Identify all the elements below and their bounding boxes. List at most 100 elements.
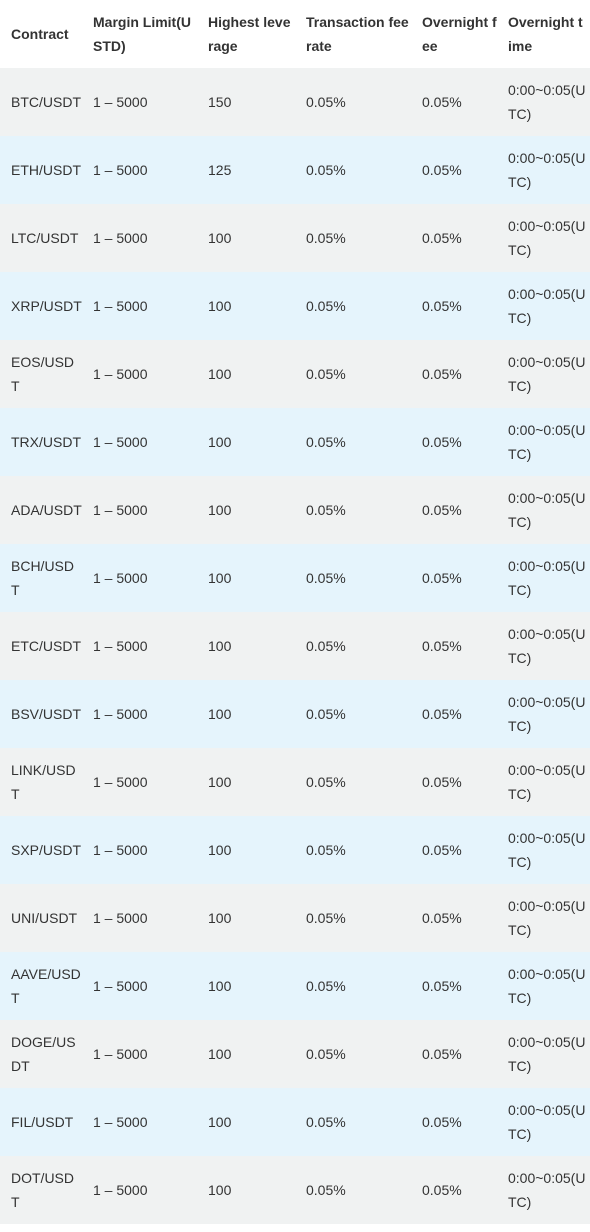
column-header-overnight-time: Overnight time — [497, 0, 590, 68]
contract-cell: UNI/USDT — [0, 884, 82, 952]
margin-limit-cell: 1 – 5000 — [82, 408, 197, 476]
highest-leverage-cell: 100 — [197, 408, 295, 476]
contract-cell: SXP/USDT — [0, 816, 82, 884]
margin-limit-cell: 1 – 5000 — [82, 340, 197, 408]
overnight-fee-cell: 0.05% — [411, 952, 497, 1020]
overnight-fee-cell: 0.05% — [411, 136, 497, 204]
overnight-time-cell: 0:00~0:05(UTC) — [497, 204, 590, 272]
table-row: ETH/USDT 1 – 5000 125 0.05% 0.05% 0:00~0:05(U… — [0, 136, 590, 204]
margin-limit-cell: 1 – 5000 — [82, 748, 197, 816]
contract-cell: BTC/USDT — [0, 68, 82, 136]
transaction-fee-rate-cell: 0.05% — [295, 1156, 411, 1224]
transaction-fee-rate-cell: 0.05% — [295, 68, 411, 136]
overnight-fee-cell: 0.05% — [411, 1156, 497, 1224]
contract-cell: DOGE/USDT — [0, 1020, 82, 1088]
table-header-row: Contract Margin Limit(USTD) Highest leve… — [0, 0, 590, 68]
transaction-fee-rate-cell: 0.05% — [295, 204, 411, 272]
contract-cell: ADA/USDT — [0, 476, 82, 544]
transaction-fee-rate-cell: 0.05% — [295, 340, 411, 408]
table-row: DOGE/USDT 1 – 5000 100 0.05% 0.05% 0:00~0:05(… — [0, 1020, 590, 1088]
overnight-time-cell: 0:00~0:05(UTC) — [497, 340, 590, 408]
transaction-fee-rate-cell: 0.05% — [295, 136, 411, 204]
table-row: BTC/USDT 1 – 5000 150 0.05% 0.05% 0:00~0:05(U… — [0, 68, 590, 136]
column-header-overnight-fee: Overnight fee — [411, 0, 497, 68]
highest-leverage-cell: 100 — [197, 1020, 295, 1088]
overnight-time-cell: 0:00~0:05(UTC) — [497, 1156, 590, 1224]
table-row: FIL/USDT 1 – 5000 100 0.05% 0.05% 0:00~0:05(U… — [0, 1088, 590, 1156]
contract-cell: LINK/USDT — [0, 748, 82, 816]
margin-limit-cell: 1 – 5000 — [82, 204, 197, 272]
overnight-fee-cell: 0.05% — [411, 680, 497, 748]
margin-limit-cell: 1 – 5000 — [82, 1156, 197, 1224]
transaction-fee-rate-cell: 0.05% — [295, 884, 411, 952]
overnight-fee-cell: 0.05% — [411, 884, 497, 952]
highest-leverage-cell: 100 — [197, 816, 295, 884]
margin-limit-cell: 1 – 5000 — [82, 816, 197, 884]
overnight-time-cell: 0:00~0:05(UTC) — [497, 1088, 590, 1156]
highest-leverage-cell: 100 — [197, 1156, 295, 1224]
transaction-fee-rate-cell: 0.05% — [295, 680, 411, 748]
overnight-fee-cell: 0.05% — [411, 612, 497, 680]
overnight-time-cell: 0:00~0:05(UTC) — [497, 272, 590, 340]
overnight-time-cell: 0:00~0:05(UTC) — [497, 816, 590, 884]
transaction-fee-rate-cell: 0.05% — [295, 748, 411, 816]
table-row: ETC/USDT 1 – 5000 100 0.05% 0.05% 0:00~0:05(U… — [0, 612, 590, 680]
highest-leverage-cell: 100 — [197, 680, 295, 748]
highest-leverage-cell: 100 — [197, 476, 295, 544]
overnight-fee-cell: 0.05% — [411, 544, 497, 612]
table-row: LTC/USDT 1 – 5000 100 0.05% 0.05% 0:00~0:05(U… — [0, 204, 590, 272]
contract-cell: TRX/USDT — [0, 408, 82, 476]
transaction-fee-rate-cell: 0.05% — [295, 476, 411, 544]
table-row: UNI/USDT 1 – 5000 100 0.05% 0.05% 0:00~0:05(U… — [0, 884, 590, 952]
overnight-fee-cell: 0.05% — [411, 476, 497, 544]
overnight-time-cell: 0:00~0:05(UTC) — [497, 680, 590, 748]
table-row: LINK/USDT 1 – 5000 100 0.05% 0.05% 0:00~0:05(… — [0, 748, 590, 816]
contract-cell: ETC/USDT — [0, 612, 82, 680]
overnight-fee-cell: 0.05% — [411, 816, 497, 884]
table-row: DOT/USDT 1 – 5000 100 0.05% 0.05% 0:00~0:05(U… — [0, 1156, 590, 1224]
overnight-time-cell: 0:00~0:05(UTC) — [497, 136, 590, 204]
transaction-fee-rate-cell: 0.05% — [295, 1020, 411, 1088]
overnight-time-cell: 0:00~0:05(UTC) — [497, 476, 590, 544]
margin-limit-cell: 1 – 5000 — [82, 476, 197, 544]
margin-limit-cell: 1 – 5000 — [82, 1088, 197, 1156]
contract-cell: FIL/USDT — [0, 1088, 82, 1156]
highest-leverage-cell: 100 — [197, 340, 295, 408]
highest-leverage-cell: 100 — [197, 1088, 295, 1156]
margin-limit-cell: 1 – 5000 — [82, 612, 197, 680]
transaction-fee-rate-cell: 0.05% — [295, 952, 411, 1020]
highest-leverage-cell: 150 — [197, 68, 295, 136]
contract-cell: LTC/USDT — [0, 204, 82, 272]
table-row: BSV/USDT 1 – 5000 100 0.05% 0.05% 0:00~0:05(U… — [0, 680, 590, 748]
column-header-transaction-fee-rate: Transaction fee rate — [295, 0, 411, 68]
highest-leverage-cell: 125 — [197, 136, 295, 204]
overnight-time-cell: 0:00~0:05(UTC) — [497, 544, 590, 612]
table-row: BCH/USDT 1 – 5000 100 0.05% 0.05% 0:00~0:05(U… — [0, 544, 590, 612]
overnight-fee-cell: 0.05% — [411, 748, 497, 816]
table-row: ADA/USDT 1 – 5000 100 0.05% 0.05% 0:00~0:05(U… — [0, 476, 590, 544]
contract-cell: ETH/USDT — [0, 136, 82, 204]
overnight-fee-cell: 0.05% — [411, 272, 497, 340]
transaction-fee-rate-cell: 0.05% — [295, 408, 411, 476]
column-header-contract: Contract — [0, 0, 82, 68]
highest-leverage-cell: 100 — [197, 612, 295, 680]
contract-cell: BCH/USDT — [0, 544, 82, 612]
table-row: TRX/USDT 1 – 5000 100 0.05% 0.05% 0:00~0:05(U… — [0, 408, 590, 476]
contract-cell: XRP/USDT — [0, 272, 82, 340]
highest-leverage-cell: 100 — [197, 544, 295, 612]
overnight-fee-cell: 0.05% — [411, 340, 497, 408]
overnight-time-cell: 0:00~0:05(UTC) — [497, 612, 590, 680]
contract-cell: DOT/USDT — [0, 1156, 82, 1224]
table-row: EOS/USDT 1 – 5000 100 0.05% 0.05% 0:00~0:05(U… — [0, 340, 590, 408]
transaction-fee-rate-cell: 0.05% — [295, 1088, 411, 1156]
margin-limit-cell: 1 – 5000 — [82, 272, 197, 340]
highest-leverage-cell: 100 — [197, 204, 295, 272]
transaction-fee-rate-cell: 0.05% — [295, 612, 411, 680]
column-header-highest-leverage: Highest leverage — [197, 0, 295, 68]
column-header-margin-limit: Margin Limit(USTD) — [82, 0, 197, 68]
overnight-fee-cell: 0.05% — [411, 68, 497, 136]
margin-limit-cell: 1 – 5000 — [82, 68, 197, 136]
table-row: SXP/USDT 1 – 5000 100 0.05% 0.05% 0:00~0:05(U… — [0, 816, 590, 884]
overnight-time-cell: 0:00~0:05(UTC) — [497, 748, 590, 816]
margin-limit-cell: 1 – 5000 — [82, 680, 197, 748]
